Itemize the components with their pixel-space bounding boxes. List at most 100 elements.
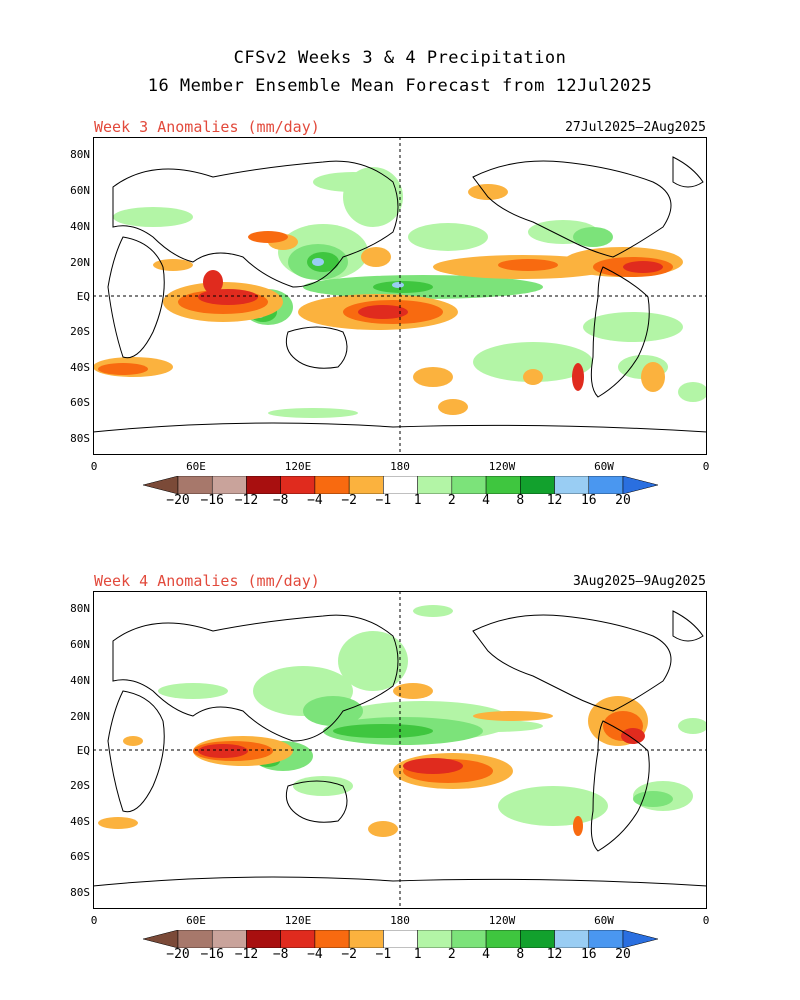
colorbar-tick-label: −12 — [234, 947, 259, 962]
colorbar-tick-label: 8 — [516, 493, 525, 508]
colorbar-tick-label: −8 — [272, 947, 289, 962]
colorbar-swatch — [451, 930, 487, 948]
week3-lat-label: 60S — [70, 396, 90, 409]
colorbar-tick-label: 12 — [546, 493, 563, 508]
week3-date-range: 27Jul2025–2Aug2025 — [565, 120, 706, 135]
colorbar-tick-label: 16 — [580, 947, 597, 962]
week4-map-frame — [93, 591, 707, 909]
week3-colorbar-labels: −20 −16 −12 −8 −4 −2 −1 1 2 4 8 12 16 20 — [143, 493, 663, 511]
week3-lat-label: 80N — [70, 148, 90, 161]
colorbar-tick-label: −2 — [341, 493, 357, 508]
colorbar-tick-label: 1 — [413, 947, 422, 962]
colorbar-swatch — [588, 476, 624, 494]
week3-lat-label: 40S — [70, 361, 90, 374]
colorbar-swatch — [246, 476, 281, 494]
colorbar-tick-label: −20 — [166, 493, 190, 508]
week4-lat-label: 60N — [70, 638, 90, 651]
colorbar-swatch — [211, 930, 247, 948]
colorbar-tick-label: −12 — [234, 493, 259, 508]
colorbar-tick-label: −4 — [307, 947, 323, 962]
colorbar-swatch — [485, 930, 521, 948]
week3-lat-label: 80S — [70, 432, 90, 445]
colorbar-tick-label: 12 — [546, 947, 563, 962]
colorbar-swatch — [554, 476, 590, 494]
colorbar-swatch — [280, 476, 316, 494]
week4-colorbar — [143, 930, 659, 948]
week3-lat-label: EQ — [76, 290, 90, 303]
week4-coastlines — [93, 610, 707, 887]
week3-lon-label: 120W — [488, 460, 516, 473]
colorbar-tick-label: 20 — [615, 947, 631, 962]
colorbar-swatch — [246, 930, 281, 948]
week3-lat-label: 20S — [70, 325, 90, 338]
week4-lat-label: 80N — [70, 602, 90, 615]
week4-anomaly-fields — [98, 605, 707, 837]
week4-lat-label: 60S — [70, 850, 90, 863]
colorbar-tick-label: −20 — [166, 947, 190, 962]
week4-panel-title: Week 4 Anomalies (mm/day) — [94, 572, 320, 590]
week4-lon-label: 120W — [488, 914, 516, 927]
colorbar-swatch — [520, 476, 555, 494]
week3-lat-label: 40N — [70, 220, 90, 233]
week4-lat-label: EQ — [76, 744, 90, 757]
colorbar-swatch — [280, 930, 316, 948]
colorbar-swatch — [622, 930, 659, 948]
colorbar-swatch — [451, 476, 487, 494]
main-title: CFSv2 Weeks 3 & 4 Precipitation — [233, 48, 567, 68]
colorbar-swatch — [622, 476, 659, 494]
colorbar-swatch — [348, 476, 384, 494]
colorbar-swatch — [554, 930, 590, 948]
colorbar-tick-label: 4 — [482, 493, 490, 508]
week4-lat-label: 40N — [70, 674, 90, 687]
week3-map-frame — [93, 137, 707, 455]
colorbar-tick-label: 1 — [413, 493, 422, 508]
week3-lon-label: 60E — [186, 460, 206, 473]
week3-anomaly-fields — [93, 167, 707, 418]
week3-anomaly-map — [93, 137, 707, 455]
week4-lat-label: 20N — [70, 710, 90, 723]
week3-coastlines — [93, 156, 707, 433]
colorbar-tick-label: −8 — [272, 493, 289, 508]
week3-lon-label: 60W — [594, 460, 614, 473]
week3-colorbar — [143, 476, 659, 494]
week4-lon-label: 0 — [90, 914, 98, 927]
week3-panel-title: Week 3 Anomalies (mm/day) — [94, 118, 320, 136]
subtitle: 16 Member Ensemble Mean Forecast from 12… — [147, 76, 653, 96]
week4-lon-label: 0 — [702, 914, 710, 927]
week4-lat-label: 80S — [70, 886, 90, 899]
week3-lon-label: 0 — [702, 460, 710, 473]
week4-lon-label: 180 — [390, 914, 410, 927]
colorbar-swatch — [383, 930, 418, 948]
week3-lat-label: 60N — [70, 184, 90, 197]
colorbar-swatch — [177, 476, 213, 494]
colorbar-swatch — [314, 930, 350, 948]
week4-colorbar-labels: −20 −16 −12 −8 −4 −2 −1 1 2 4 8 12 16 20 — [143, 947, 663, 965]
week3-lon-label: 0 — [90, 460, 98, 473]
colorbar-swatch — [520, 930, 555, 948]
colorbar-swatch — [177, 930, 213, 948]
colorbar-tick-label: 4 — [482, 947, 490, 962]
colorbar-swatch — [383, 476, 418, 494]
colorbar-swatch — [348, 930, 384, 948]
colorbar-swatch — [485, 476, 521, 494]
colorbar-swatch — [588, 930, 624, 948]
week4-lon-label: 60E — [186, 914, 206, 927]
colorbar-tick-label: −16 — [200, 947, 224, 962]
colorbar-swatch — [143, 930, 179, 948]
colorbar-tick-label: −16 — [200, 493, 224, 508]
colorbar-tick-label: 2 — [447, 947, 456, 962]
colorbar-swatch — [143, 476, 179, 494]
week4-lat-label: 40S — [70, 815, 90, 828]
week4-lat-label: 20S — [70, 779, 90, 792]
colorbar-tick-label: −1 — [375, 947, 392, 962]
week4-lon-label: 60W — [594, 914, 614, 927]
colorbar-tick-label: −4 — [307, 493, 323, 508]
colorbar-tick-label: 8 — [516, 947, 525, 962]
colorbar-tick-label: 16 — [580, 493, 597, 508]
colorbar-swatch — [211, 476, 247, 494]
colorbar-swatch — [314, 476, 350, 494]
colorbar-tick-label: −2 — [341, 947, 357, 962]
week3-lon-label: 180 — [390, 460, 410, 473]
week3-lon-label: 120E — [284, 460, 312, 473]
colorbar-swatch — [417, 930, 453, 948]
